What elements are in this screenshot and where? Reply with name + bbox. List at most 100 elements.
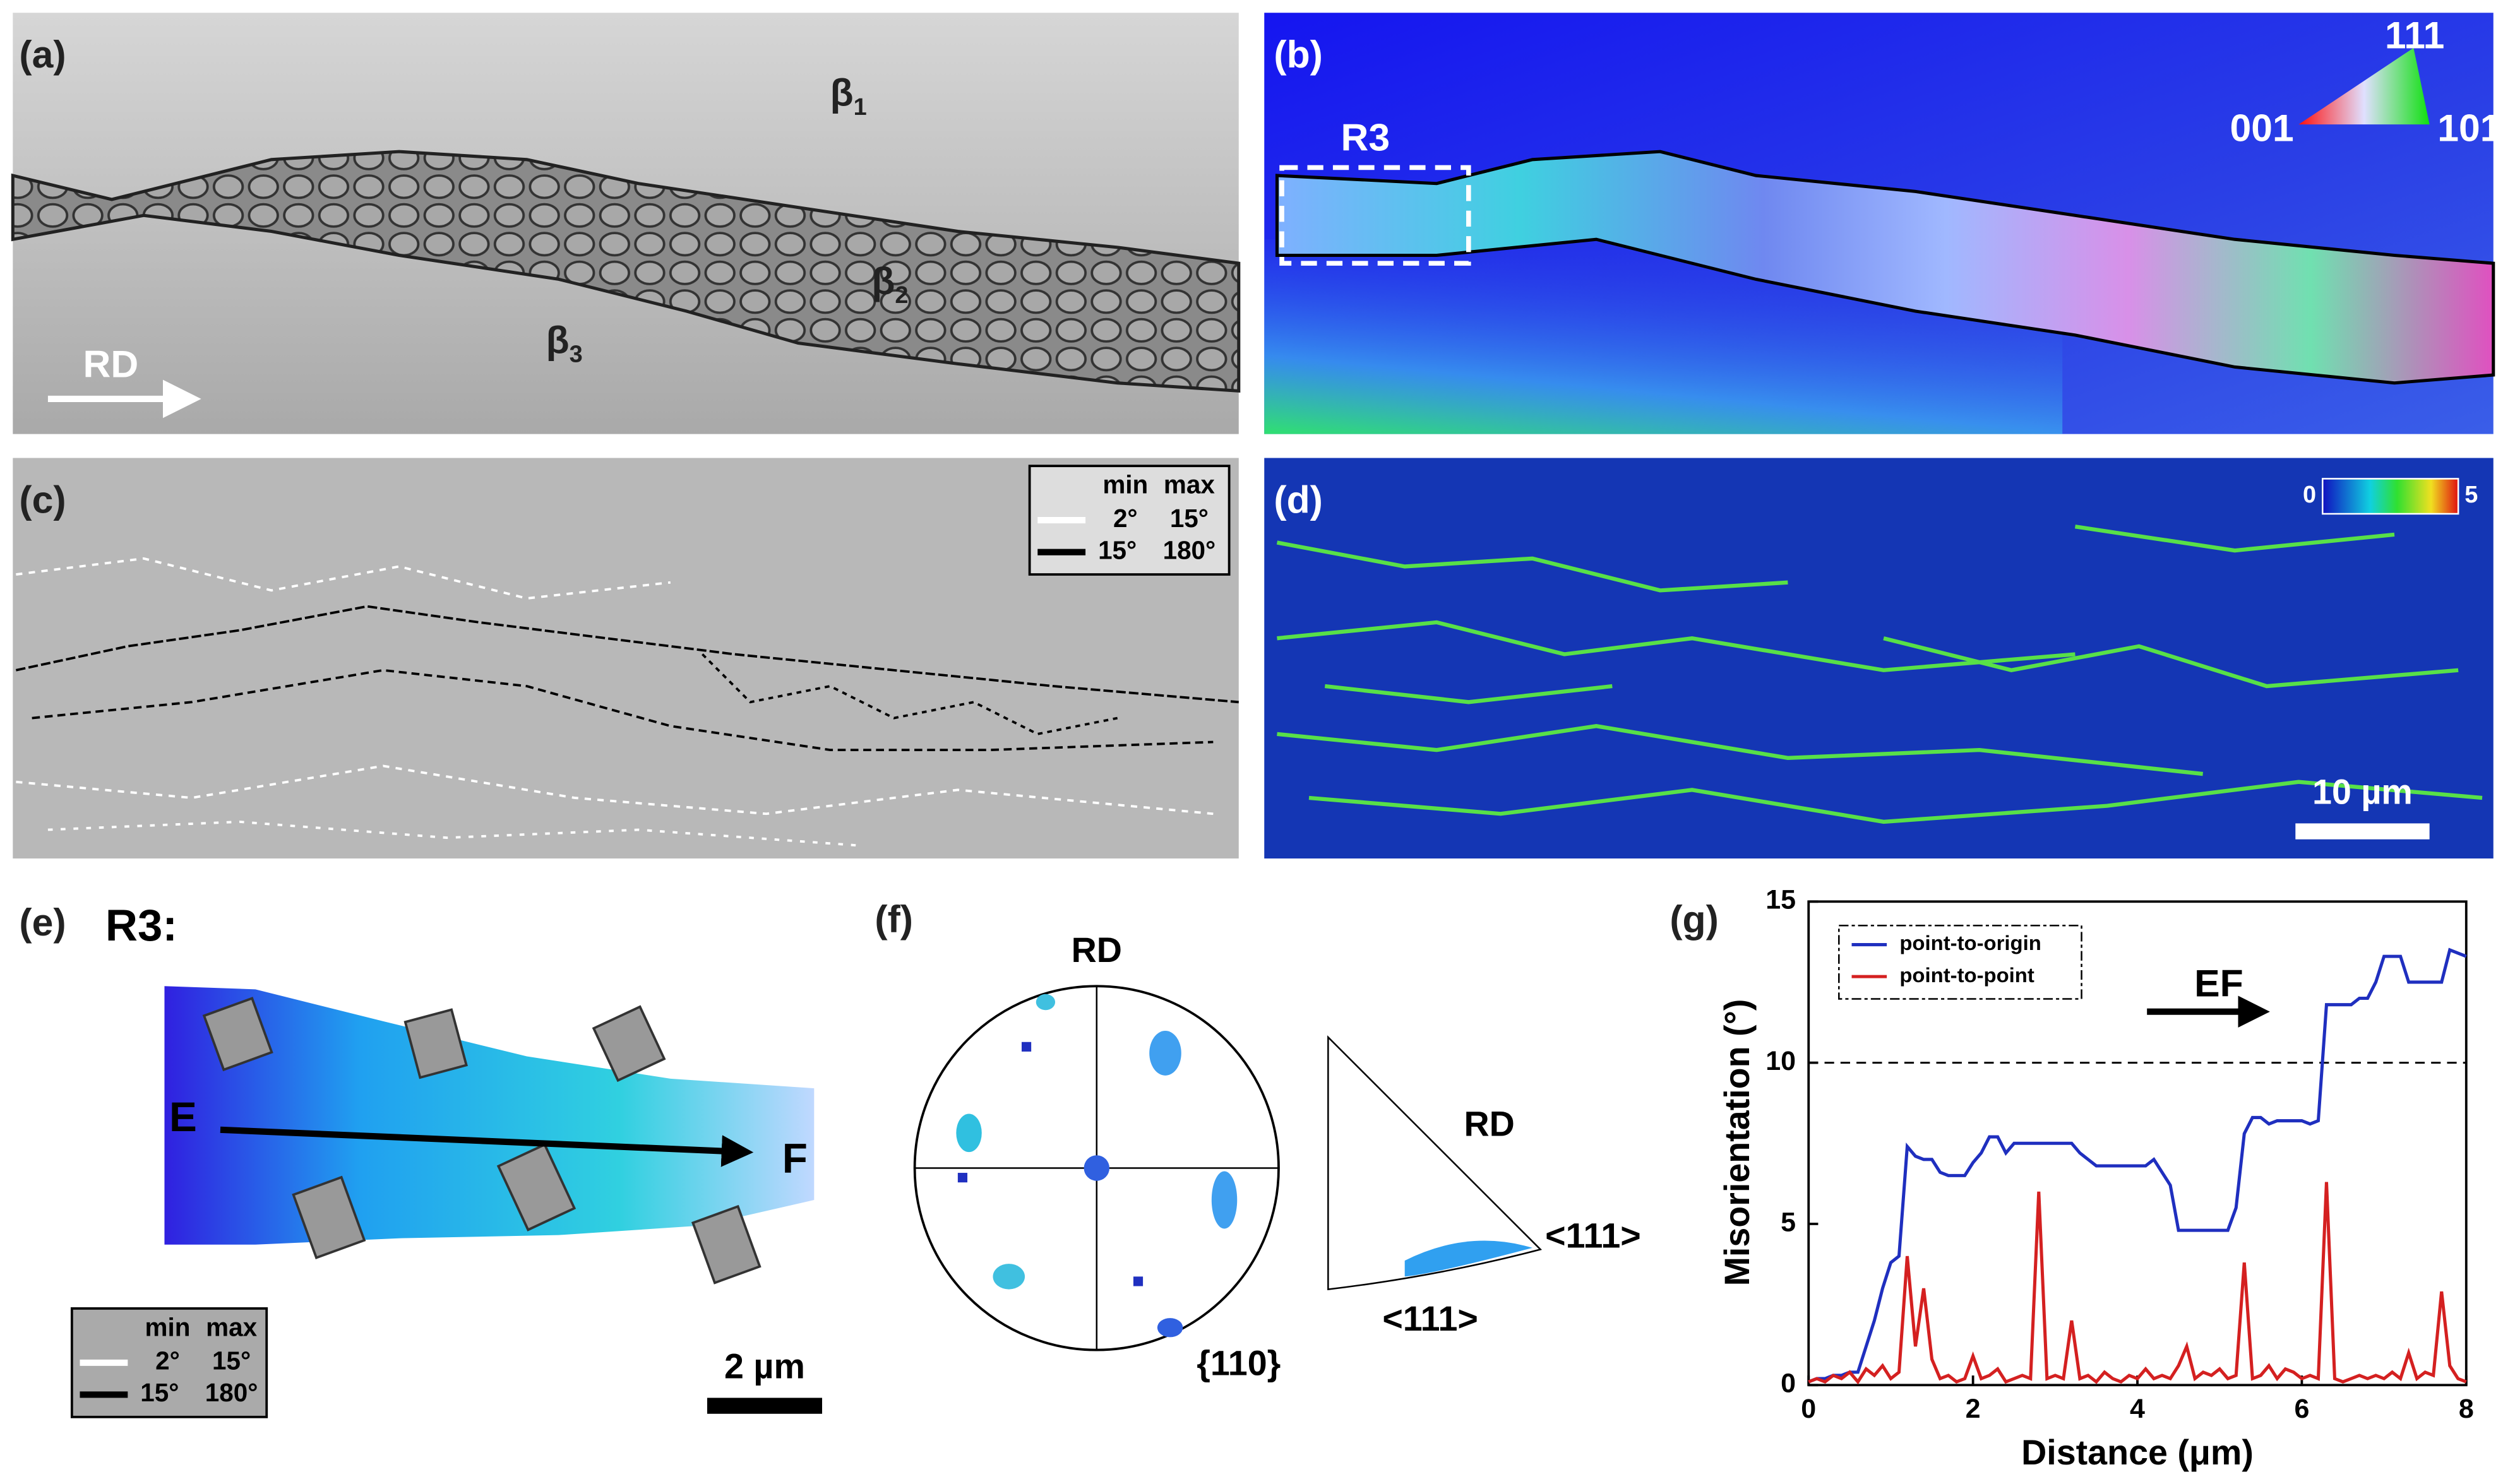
- pole: [1036, 994, 1056, 1011]
- ipf-corner-label: <111>: [1545, 1216, 1641, 1255]
- x-axis-label: Distance (μm): [2021, 1433, 2254, 1472]
- pole: [956, 1113, 982, 1153]
- legend-text: 2°: [155, 1346, 180, 1375]
- region-label: R3: [1341, 116, 1390, 158]
- panel-label: (d): [1274, 478, 1322, 521]
- ipf-cluster: [1404, 1240, 1532, 1277]
- ipf-direction: RD: [1464, 1104, 1515, 1143]
- annotation: EF: [2194, 961, 2243, 1004]
- colorbar-label: 5: [2464, 482, 2478, 508]
- series-line: [1808, 1182, 2467, 1385]
- scale-bar-label: 2 µm: [724, 1347, 805, 1386]
- unit-cell: [202, 997, 273, 1072]
- pole-figure-direction: RD: [1072, 930, 1122, 970]
- x-tick-label: 2: [1966, 1394, 1981, 1424]
- pole: [1211, 1171, 1238, 1229]
- boundary-line: [15, 605, 1239, 704]
- panel-label: (a): [19, 33, 66, 76]
- colorbar-label: 0: [2303, 482, 2316, 508]
- panel-label: (b): [1274, 33, 1322, 76]
- profile-end: F: [782, 1136, 808, 1182]
- unit-cells: [202, 997, 762, 1285]
- legend-label: point-to-point: [1899, 963, 2034, 987]
- series-line: [1808, 947, 2467, 1384]
- kam-line: [1277, 620, 2076, 672]
- grain-label: β3: [546, 319, 583, 368]
- legend-box: [1838, 924, 2082, 1000]
- grain-band: [1275, 150, 2495, 385]
- y-tick-label: 15: [1765, 885, 1796, 915]
- ipf-triangle: [1327, 1035, 1543, 1291]
- direction-label: RD: [83, 342, 139, 385]
- y-axis-label: Misorientation (°): [1717, 999, 1757, 1286]
- pole: [1084, 1155, 1110, 1181]
- panel-label: (c): [19, 478, 66, 521]
- kam-map: [1276, 525, 2483, 824]
- grain-index: 3: [570, 341, 583, 368]
- unit-cell: [403, 1008, 468, 1079]
- boundary-line: [32, 668, 1214, 752]
- region-map: [164, 986, 815, 1245]
- kam-line: [1276, 540, 1788, 593]
- y-tick-label: 5: [1781, 1207, 1796, 1237]
- boundary-line: [47, 820, 863, 847]
- ipf-key: [2298, 47, 2430, 125]
- legend-text: 15°: [1170, 504, 1209, 533]
- panel-d-image: [1264, 458, 2494, 859]
- ipf-corner-label: <111>: [1382, 1299, 1478, 1338]
- grain-label: β2: [871, 259, 908, 309]
- legend-text: 15°: [212, 1346, 251, 1375]
- profile-line: [220, 1126, 754, 1167]
- panel-title: R3:: [105, 900, 177, 950]
- grain-symbol: β: [546, 319, 570, 362]
- scale-bar-label: 10 µm: [2312, 773, 2413, 812]
- legend-label: point-to-origin: [1899, 931, 2041, 954]
- grain-symbol: β: [830, 71, 854, 114]
- pole-figure-plane: {110}: [1197, 1344, 1281, 1383]
- pole: [1149, 1031, 1181, 1076]
- legend-header: max: [206, 1312, 257, 1341]
- grain-symbol: β: [871, 259, 895, 302]
- ipf-label: 001: [2230, 106, 2294, 149]
- panel-label: (e): [19, 901, 66, 944]
- boundary-map: [15, 557, 1239, 847]
- boundary-line: [16, 764, 1214, 816]
- grain-band: [11, 150, 1241, 393]
- kam-line: [1308, 780, 2483, 824]
- ipf-label: 101: [2437, 106, 2501, 149]
- unit-cell: [691, 1204, 762, 1285]
- ipf-label: 111: [2385, 14, 2445, 57]
- grain-index: 1: [854, 94, 867, 121]
- region-box: [1279, 165, 1471, 266]
- profile-start: E: [169, 1094, 197, 1140]
- y-tick-label: 0: [1781, 1368, 1796, 1399]
- pole: [1133, 1276, 1144, 1286]
- scale-bar: [707, 1398, 822, 1414]
- panel-label: (g): [1670, 898, 1718, 941]
- legend-text: 180°: [205, 1378, 258, 1407]
- pole: [993, 1264, 1025, 1290]
- legend-text: 180°: [1163, 535, 1216, 564]
- x-tick-label: 4: [2130, 1394, 2145, 1424]
- scale-bar: [2295, 823, 2430, 840]
- grain-label: β1: [830, 71, 867, 121]
- pole: [1157, 1318, 1183, 1338]
- kam-line: [2074, 525, 2395, 553]
- kam-line: [1883, 636, 2459, 689]
- x-tick-label: 0: [1801, 1394, 1816, 1424]
- legend-header: max: [1164, 470, 1215, 499]
- x-tick-label: 8: [2459, 1394, 2474, 1424]
- pole: [1021, 1042, 1032, 1052]
- unit-cell: [592, 1005, 666, 1083]
- x-tick-label: 6: [2294, 1394, 2309, 1424]
- colorbar: [2321, 478, 2459, 515]
- kam-line: [1277, 724, 2203, 776]
- panel-label: (f): [875, 898, 913, 941]
- legend-header: min: [145, 1312, 191, 1341]
- kam-line: [1324, 684, 1613, 704]
- boundary-line: [16, 557, 671, 600]
- y-tick-label: 10: [1765, 1046, 1796, 1076]
- pole: [957, 1173, 968, 1183]
